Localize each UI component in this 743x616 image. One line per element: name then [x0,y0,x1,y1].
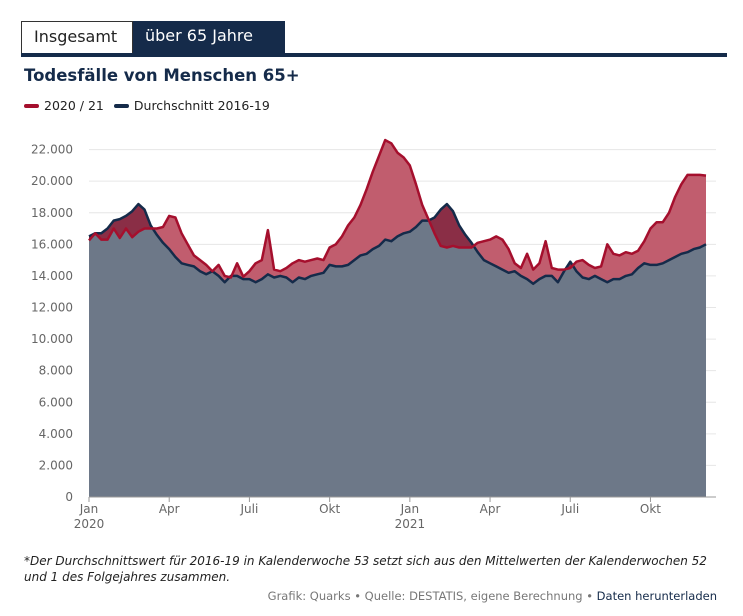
legend-item-durchschnitt[interactable]: Durchschnitt 2016-19 [113,98,270,113]
x-tick-label: Juli [240,502,259,516]
excess-area [89,140,706,284]
legend-item-2020-21[interactable]: 2020 / 21 [24,98,104,113]
legend-swatch-2020-21 [24,103,39,108]
x-tick-year-label: 2020 [74,517,105,531]
chart-title: Todesfälle von Menschen 65+ [24,66,300,85]
y-tick-label: 6.000 [39,395,73,409]
tab-bar: Insgesamt über 65 Jahre [21,21,727,57]
series-line-durchschnitt [88,202,707,286]
tab-ueber-65-jahre[interactable]: über 65 Jahre [133,21,285,53]
y-tick-label: 18.000 [31,206,73,220]
y-tick-label: 0 [65,490,73,504]
y-tick-label: 4.000 [39,427,73,441]
x-tick-label: Juli [560,502,579,516]
x-tick-label: Okt [640,502,661,516]
x-tick-year-label: 2021 [395,517,426,531]
y-tick-label: 14.000 [31,269,73,283]
x-tick-label: Jan [400,502,420,516]
credits-line: Grafik: Quarks • Quelle: DESTATIS, eigen… [268,589,717,603]
x-tick-label: Apr [159,502,180,516]
x-tick-label: Okt [319,502,340,516]
credits-text: Grafik: Quarks • Quelle: DESTATIS, eigen… [267,589,594,603]
y-tick-label: 22.000 [31,143,73,157]
download-data-link[interactable]: Daten herunterladen [596,589,717,603]
chart-legend: 2020 / 21 Durchschnitt 2016-19 [24,98,280,113]
y-tick-label: 8.000 [39,364,73,378]
legend-swatch-durchschnitt [113,103,129,108]
y-tick-label: 10.000 [31,332,73,346]
x-tick-label: Apr [480,502,501,516]
y-tick-label: 20.000 [31,174,73,188]
tab-insgesamt[interactable]: Insgesamt [21,21,133,53]
x-tick-label: Jan [79,502,99,516]
legend-label-2020-21: 2020 / 21 [44,98,104,113]
y-tick-label: 16.000 [31,237,73,251]
y-tick-label: 12.000 [31,301,73,315]
footnote: *Der Durchschnittswert für 2016-19 in Ka… [24,554,707,584]
y-tick-label: 2.000 [39,458,73,472]
series-line-2020-21 [88,138,707,279]
legend-label-durchschnitt: Durchschnitt 2016-19 [133,98,270,113]
